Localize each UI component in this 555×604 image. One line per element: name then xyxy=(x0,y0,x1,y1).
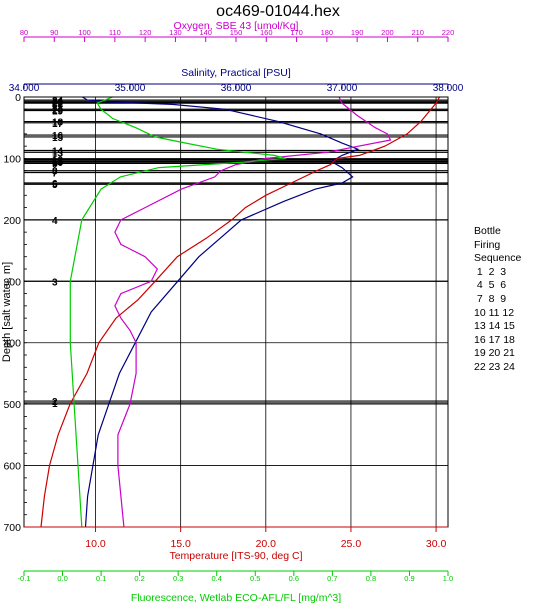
bottle-label: 4 xyxy=(52,216,58,227)
fluorescence-tick-label: 0.3 xyxy=(173,574,183,583)
bottle-label: 13 xyxy=(52,148,64,159)
oxygen-profile-line xyxy=(114,96,392,528)
legend-sequence-row: 19 20 21 xyxy=(474,347,515,360)
depth-tick-label: 200 xyxy=(3,215,21,227)
legend-sequence-row: 7 8 9 xyxy=(474,292,507,305)
fluorescence-tick-label: 0.1 xyxy=(96,574,106,583)
legend-sequence-row: 22 23 24 xyxy=(474,360,515,373)
fluorescence-axis-label: Fluorescence, Wetlab ECO-AFL/FL [mg/m^3] xyxy=(131,592,341,604)
depth-tick-label: 0 xyxy=(15,92,21,104)
temperature-profile-line xyxy=(40,96,441,528)
fluorescence-tick-label: 1.0 xyxy=(443,574,453,583)
legend-title-line: Bottle xyxy=(474,225,501,237)
oxygen-tick-label: 210 xyxy=(411,28,424,37)
depth-tick-label: 600 xyxy=(3,461,21,473)
temperature-tick-label: 10.0 xyxy=(85,538,106,550)
chart-title: oc469-01044.hex xyxy=(216,3,340,20)
oxygen-tick-label: 100 xyxy=(78,28,91,37)
depth-tick-label: 100 xyxy=(3,153,21,165)
bottle-label: 22 xyxy=(52,99,64,110)
oxygen-tick-label: 200 xyxy=(381,28,394,37)
legend-sequence-row: 10 11 12 xyxy=(474,306,515,319)
fluorescence-tick-label: 0.8 xyxy=(366,574,376,583)
oxygen-tick-label: 190 xyxy=(351,28,364,37)
oxygen-tick-label: 150 xyxy=(230,28,243,37)
oxygen-tick-label: 110 xyxy=(109,28,121,37)
depth-tick-label: 700 xyxy=(3,522,21,534)
bottle-label: 1 xyxy=(52,399,58,410)
salinity-tick-label: 35.000 xyxy=(115,83,146,94)
depth-tick-label: 300 xyxy=(3,276,21,288)
bottle-label: 7 xyxy=(52,169,58,180)
oxygen-tick-label: 80 xyxy=(20,28,28,37)
fluorescence-tick-label: 0.7 xyxy=(327,574,337,583)
y-axis-label: Depth [salt water, m] xyxy=(1,262,13,362)
temperature-tick-label: 20.0 xyxy=(256,538,277,550)
legend-sequence-row: 13 14 15 xyxy=(474,320,515,333)
fluorescence-tick-label: 0.0 xyxy=(57,574,67,583)
salinity-tick-label: 38.000 xyxy=(433,83,464,94)
temperature-axis-label: Temperature [ITS-90, deg C] xyxy=(169,550,302,562)
fluorescence-tick-label: 0.4 xyxy=(212,574,222,583)
bottle-label: 5 xyxy=(52,180,58,191)
bottle-label: 15 xyxy=(52,133,64,144)
legend-sequence-row: 1 2 3 xyxy=(474,265,507,278)
fluorescence-tick-label: 0.2 xyxy=(134,574,144,583)
oxygen-tick-label: 130 xyxy=(169,28,182,37)
series-lines xyxy=(40,96,441,528)
bottle-label: 9 xyxy=(52,159,58,170)
salinity-tick-label: 34.000 xyxy=(9,83,40,94)
bottle-label: 21 xyxy=(52,99,64,110)
depth-tick-label: 400 xyxy=(3,338,21,350)
bottle-lines: 242322212019181716151413121110987654321 xyxy=(24,96,448,410)
oxygen-tick-label: 170 xyxy=(290,28,303,37)
legend-title-line: Firing xyxy=(474,238,501,251)
depth-tick-label: 500 xyxy=(3,399,21,411)
salinity-tick-label: 36.000 xyxy=(221,83,252,94)
fluorescence-profile-line xyxy=(69,96,287,528)
temperature-tick-label: 30.0 xyxy=(426,538,447,550)
oxygen-tick-label: 120 xyxy=(139,28,152,37)
fluorescence-tick-label: 0.9 xyxy=(404,574,414,583)
fluorescence-tick-label: 0.5 xyxy=(250,574,260,583)
fluorescence-tick-label: -0.1 xyxy=(18,574,31,583)
oxygen-axis-label: Oxygen, SBE 43 [umol/Kg] xyxy=(174,20,299,32)
legend-sequence-row: 4 5 6 xyxy=(474,279,507,292)
fluorescence-tick-label: 0.6 xyxy=(289,574,299,583)
bottle-label: 17 xyxy=(52,119,64,130)
oxygen-tick-label: 180 xyxy=(321,28,334,37)
legend-sequence-row: 16 17 18 xyxy=(474,333,515,346)
oxygen-tick-label: 90 xyxy=(50,28,58,37)
temperature-tick-label: 25.0 xyxy=(341,538,362,550)
bottle-firing-legend: Bottle Firing Sequence 1 2 3 4 5 6 7 8 9… xyxy=(474,225,521,375)
oxygen-tick-label: 160 xyxy=(260,28,273,37)
oxygen-tick-label: 220 xyxy=(442,28,455,37)
oxygen-tick-label: 140 xyxy=(199,28,212,37)
salinity-profile-line xyxy=(81,96,360,528)
bottle-label: 19 xyxy=(52,107,64,118)
bottle-label: 3 xyxy=(52,277,58,288)
salinity-axis-label: Salinity, Practical [PSU] xyxy=(181,67,291,79)
temperature-tick-label: 15.0 xyxy=(170,538,191,550)
legend-title-line: Sequence xyxy=(474,252,522,265)
salinity-tick-label: 37.000 xyxy=(327,83,358,94)
